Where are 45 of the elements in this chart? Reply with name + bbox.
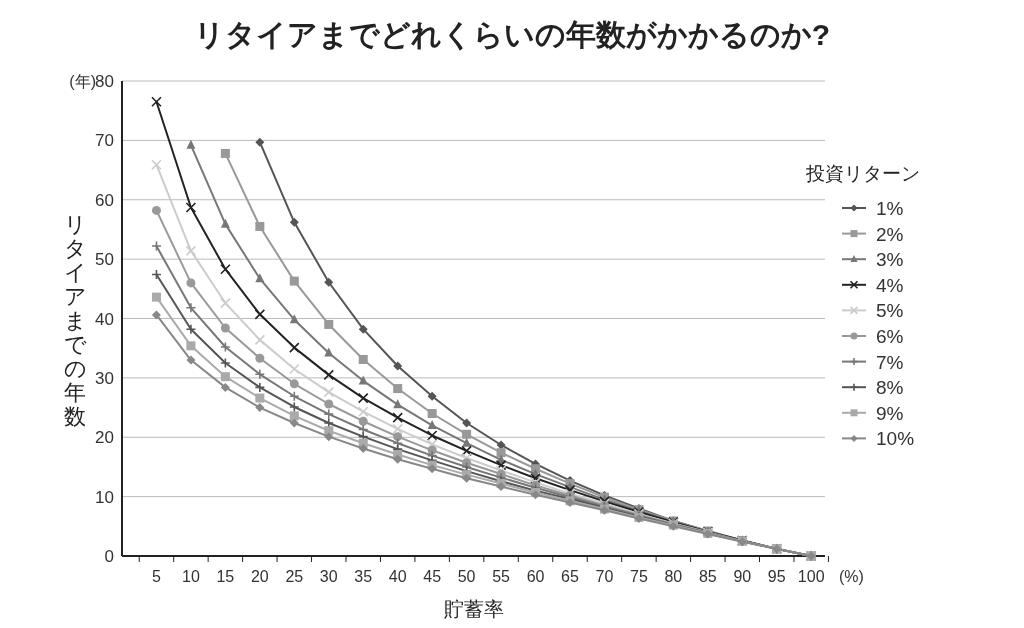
text: (%) [839,568,864,585]
x-tick-label: 65 [561,568,579,585]
x-tick-label: 60 [526,568,545,585]
x-tick-label: 50 [457,568,476,585]
x-tick-label: 15 [216,568,235,585]
x-tick-label: 35 [354,568,373,585]
legend-title: 投資リターン [805,163,920,184]
chart-title: リタイアまでどれくらいの年数がかかるのか? [193,18,831,51]
y-tick-label: 40 [95,309,114,329]
x-tick-label: 95 [767,568,786,585]
y-tick-label: 20 [95,428,114,448]
legend-label: 1% [876,198,904,219]
legend-label: 4% [876,274,904,296]
legend-label: 3% [876,249,904,271]
y-tick-label: 0 [104,547,114,566]
x-tick-label: 90 [733,568,752,585]
y-tick-label: 30 [95,368,114,388]
x-tick-label: 5 [152,568,162,585]
y-tick-label: 50 [95,250,114,270]
legend-label: 2% [876,223,904,245]
x-tick-label: 75 [630,568,648,585]
x-tick-label: 55 [492,568,511,585]
x-axis-title: 貯蓄率 [443,598,504,620]
legend-label: 10% [876,428,915,450]
y-tick-label: 70 [95,131,114,151]
legend-label: 7% [876,351,904,373]
x-tick-label: 80 [664,568,683,585]
text: (年) [69,73,96,90]
legend-label: 9% [876,402,904,424]
x-tick-label: 85 [698,568,717,585]
legend-label: 8% [876,377,904,399]
x-tick-label: 45 [423,568,442,585]
x-tick-label: 20 [250,568,269,585]
x-tick-label: 25 [285,568,304,585]
legend-label: 5% [876,300,904,322]
y-tick-label: 80 [95,72,114,91]
legend-label: 6% [876,326,904,347]
x-tick-label: 100 [797,568,825,585]
x-tick-label: 30 [319,568,338,585]
x-tick-label: 70 [595,568,614,585]
x-tick-label: 10 [182,568,200,585]
text: リタイアまでの年数 [63,212,87,429]
y-tick-label: 60 [95,190,114,210]
x-tick-label: 40 [388,568,407,585]
y-tick-label: 10 [95,487,114,507]
